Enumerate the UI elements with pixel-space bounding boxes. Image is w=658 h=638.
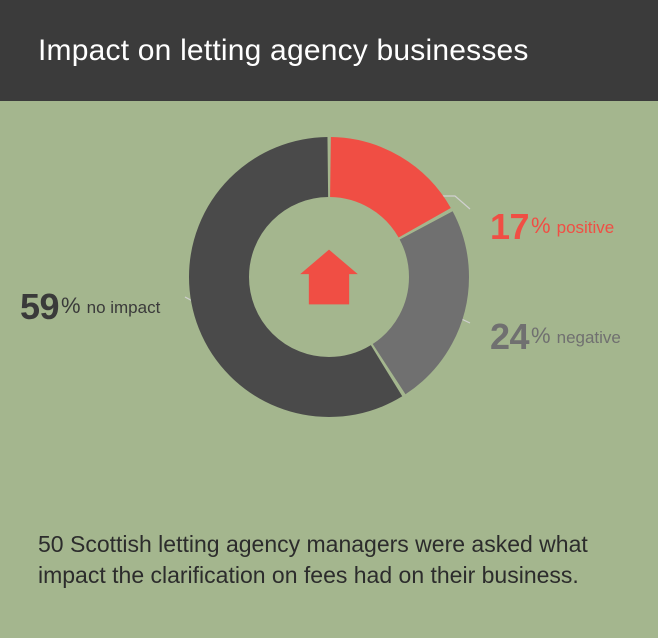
segment-label-positive: 17% positive [490, 206, 614, 248]
pct-name: negative [557, 328, 621, 347]
segment-label-negative: 24% negative [490, 316, 621, 358]
pct-sign: % [61, 293, 81, 318]
pct-value: 17 [490, 206, 529, 247]
house-icon [293, 241, 365, 313]
pct-sign: % [531, 213, 551, 238]
header-bar: Impact on letting agency businesses [0, 0, 658, 101]
pct-value: 59 [20, 286, 59, 327]
pct-sign: % [531, 323, 551, 348]
donut-chart [189, 137, 469, 417]
segment-label-no-impact: 59% no impact [20, 286, 160, 328]
caption-text: 50 Scottish letting agency managers were… [38, 529, 598, 590]
page-title: Impact on letting agency businesses [38, 34, 529, 68]
pct-value: 24 [490, 316, 529, 357]
pct-name: no impact [87, 298, 161, 317]
pct-name: positive [557, 218, 615, 237]
chart-area: 17% positive 24% negative 59% no impact 50 … [0, 101, 658, 638]
